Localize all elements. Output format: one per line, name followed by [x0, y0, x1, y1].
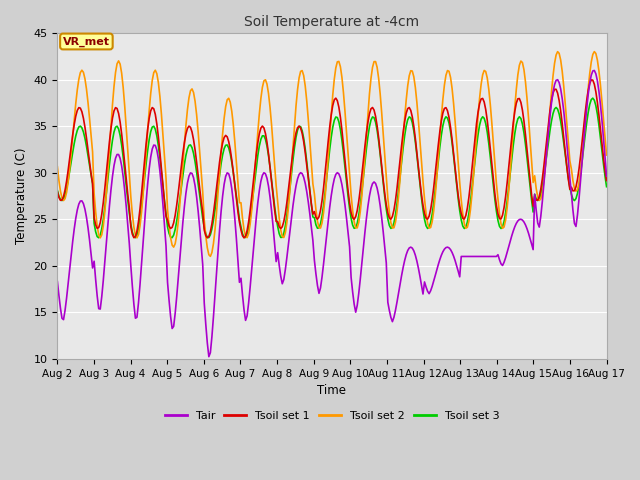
- Title: Soil Temperature at -4cm: Soil Temperature at -4cm: [244, 15, 420, 29]
- Text: VR_met: VR_met: [63, 36, 110, 47]
- X-axis label: Time: Time: [317, 384, 346, 397]
- Legend: Tair, Tsoil set 1, Tsoil set 2, Tsoil set 3: Tair, Tsoil set 1, Tsoil set 2, Tsoil se…: [160, 407, 504, 426]
- Y-axis label: Temperature (C): Temperature (C): [15, 148, 28, 244]
